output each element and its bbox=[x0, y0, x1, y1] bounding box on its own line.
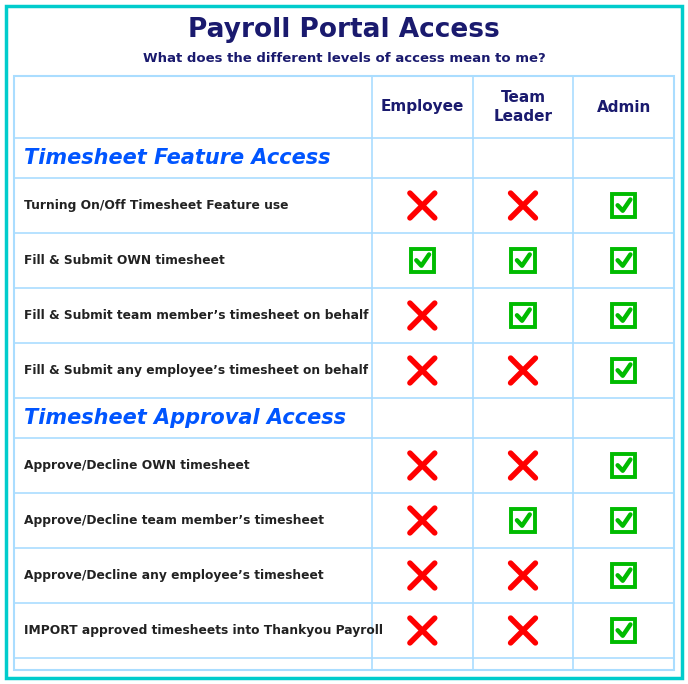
Bar bbox=[511, 304, 535, 327]
Bar bbox=[612, 249, 635, 272]
Bar bbox=[612, 359, 635, 382]
Text: What does the different levels of access mean to me?: What does the different levels of access… bbox=[142, 51, 546, 64]
Text: Turning On/Off Timesheet Feature use: Turning On/Off Timesheet Feature use bbox=[24, 199, 288, 212]
Text: Approve/Decline any employee’s timesheet: Approve/Decline any employee’s timesheet bbox=[24, 569, 323, 582]
Text: Timesheet Approval Access: Timesheet Approval Access bbox=[24, 408, 346, 428]
Bar bbox=[612, 509, 635, 532]
Text: IMPORT approved timesheets into Thankyou Payroll: IMPORT approved timesheets into Thankyou… bbox=[24, 624, 383, 637]
Text: Employee: Employee bbox=[380, 99, 464, 114]
Bar bbox=[411, 249, 434, 272]
Text: Timesheet Feature Access: Timesheet Feature Access bbox=[24, 148, 330, 168]
Bar bbox=[612, 194, 635, 217]
Text: Admin: Admin bbox=[596, 99, 651, 114]
Text: Payroll Portal Access: Payroll Portal Access bbox=[188, 17, 500, 43]
Bar bbox=[511, 509, 535, 532]
Bar bbox=[14, 76, 674, 670]
Bar bbox=[612, 619, 635, 642]
Bar bbox=[511, 249, 535, 272]
Text: Approve/Decline OWN timesheet: Approve/Decline OWN timesheet bbox=[24, 459, 250, 472]
Text: Fill & Submit OWN timesheet: Fill & Submit OWN timesheet bbox=[24, 254, 225, 267]
Text: Fill & Submit team member’s timesheet on behalf: Fill & Submit team member’s timesheet on… bbox=[24, 309, 369, 322]
Text: Fill & Submit any employee’s timesheet on behalf: Fill & Submit any employee’s timesheet o… bbox=[24, 364, 368, 377]
Bar bbox=[612, 564, 635, 587]
Text: Team
Leader: Team Leader bbox=[493, 90, 552, 124]
Text: Approve/Decline team member’s timesheet: Approve/Decline team member’s timesheet bbox=[24, 514, 324, 527]
Bar bbox=[612, 454, 635, 477]
Bar bbox=[612, 304, 635, 327]
